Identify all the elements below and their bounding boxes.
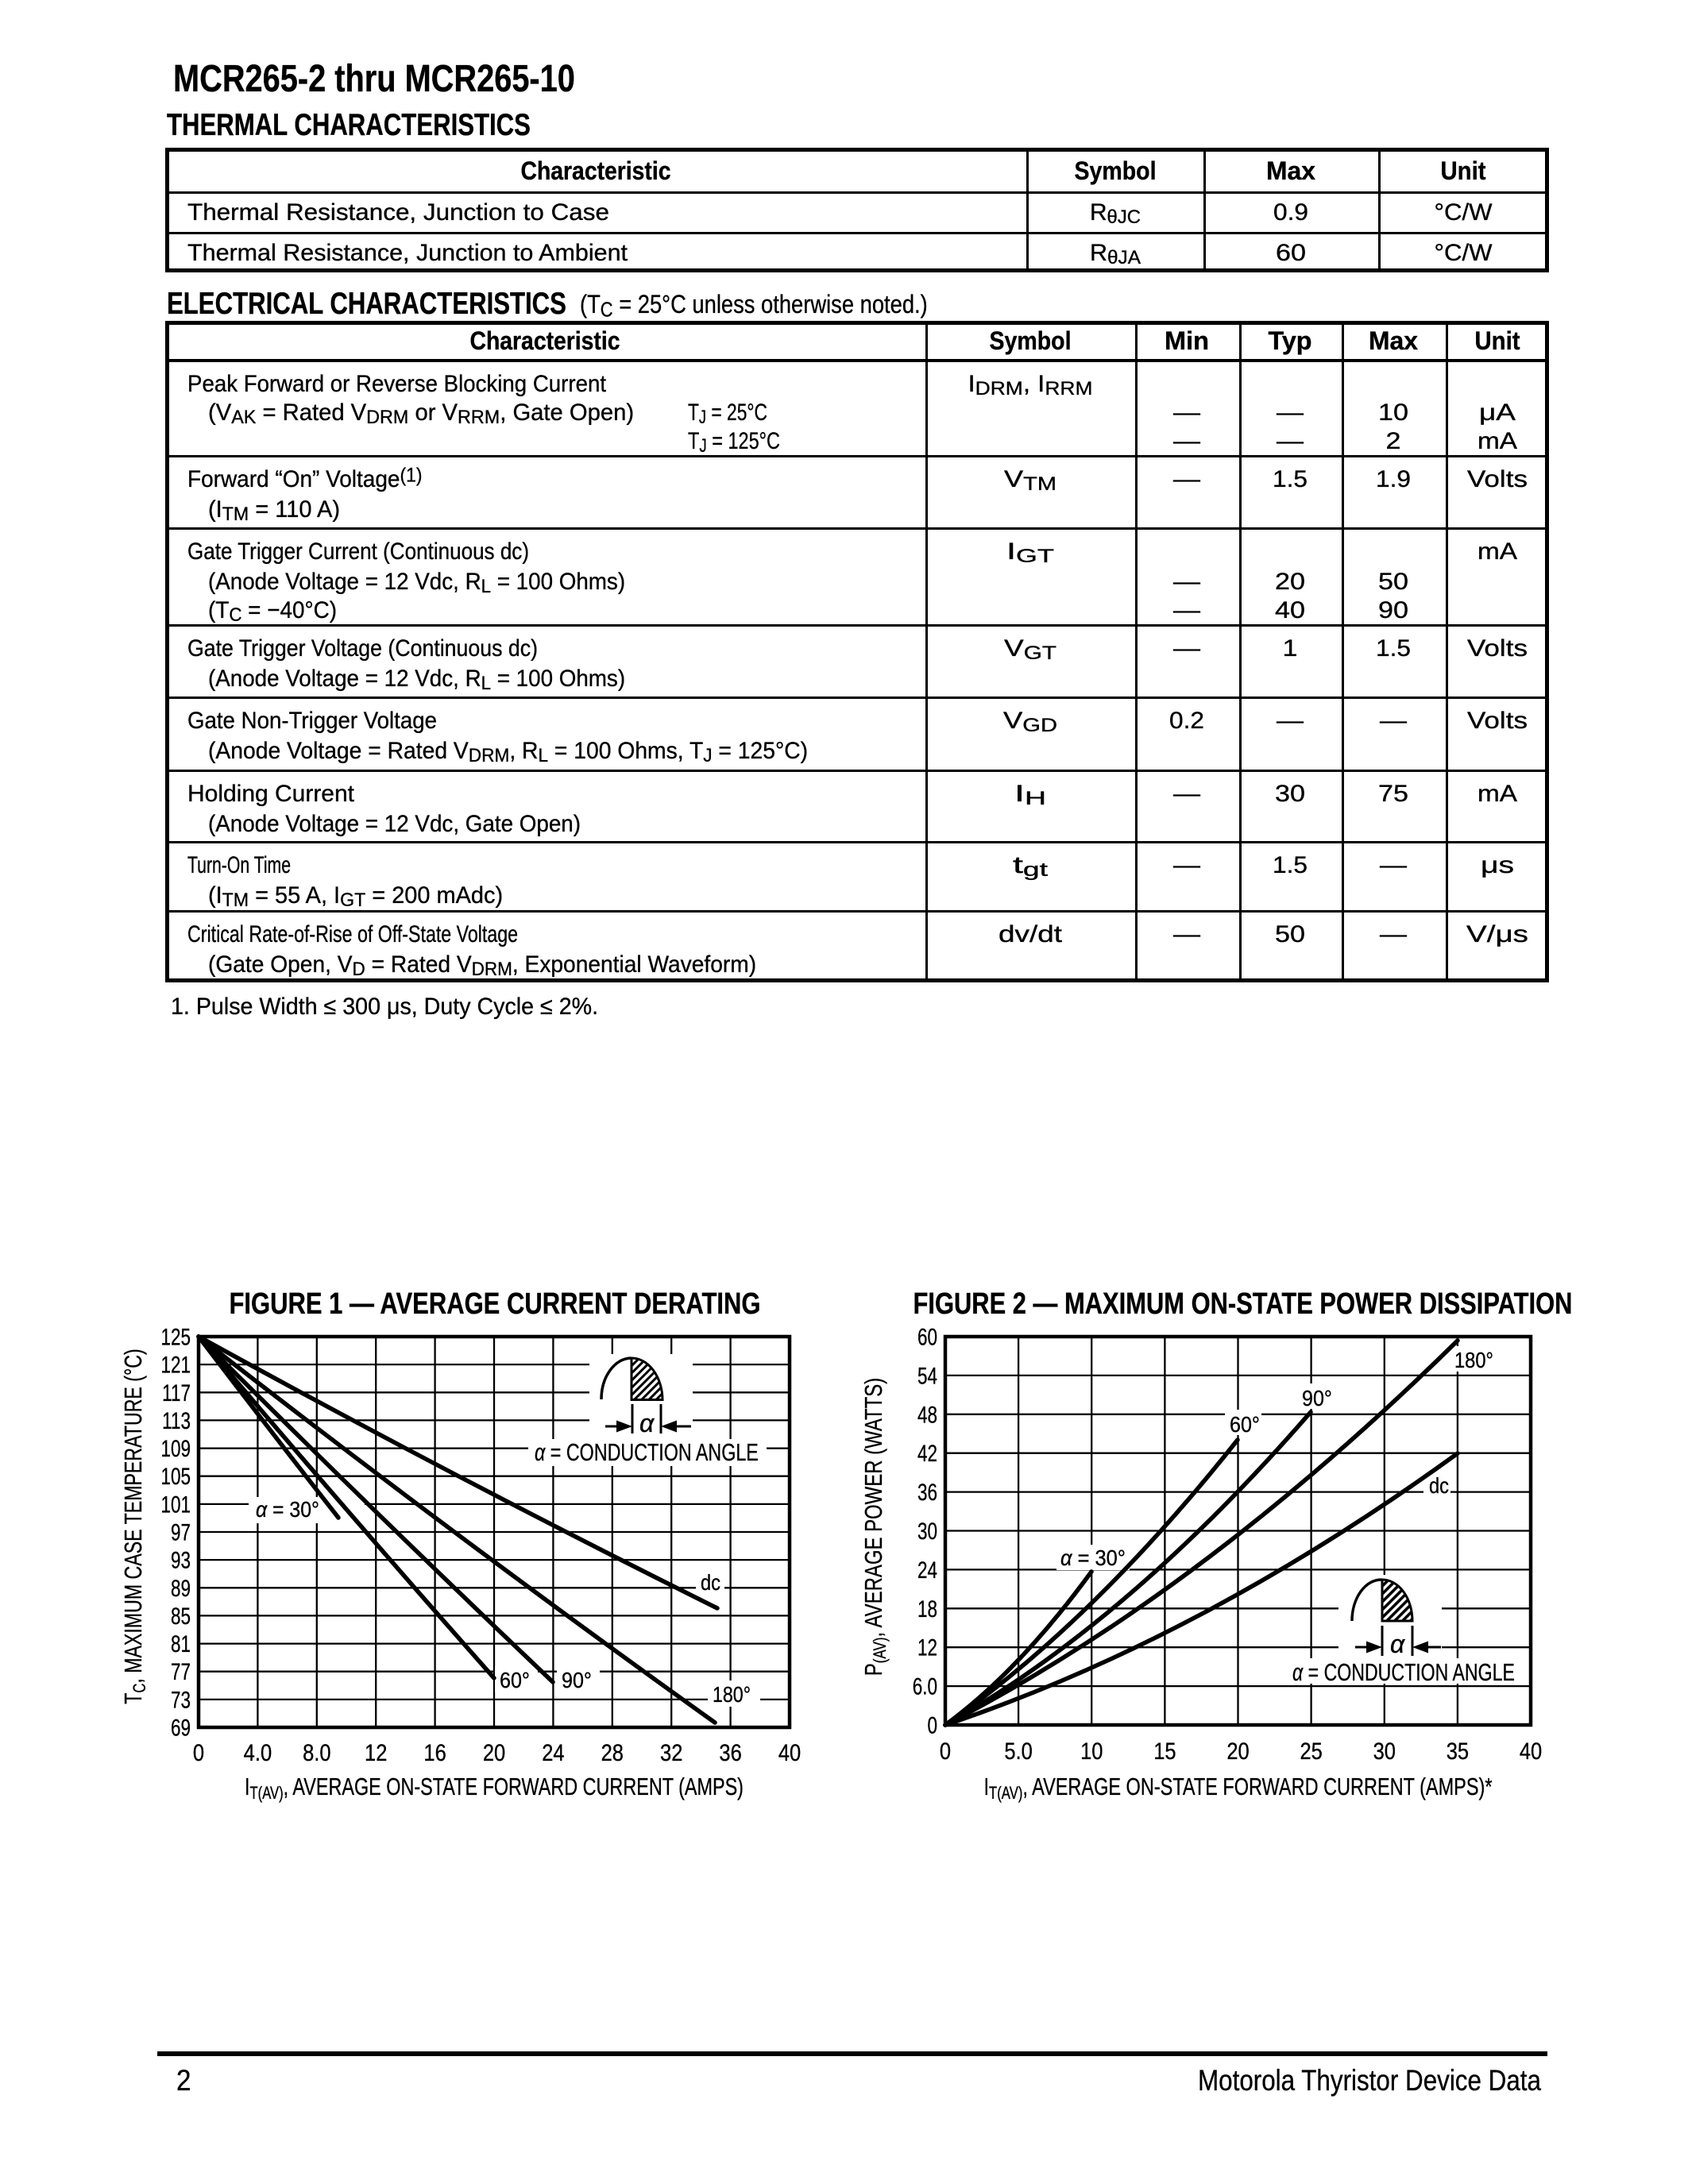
svg-text:12: 12 [917, 1634, 937, 1661]
svg-text:69: 69 [171, 1714, 191, 1741]
svg-text:30: 30 [917, 1518, 937, 1545]
svg-text:10: 10 [1080, 1738, 1103, 1764]
svg-text:90°: 90° [1302, 1386, 1332, 1411]
svg-text:125: 125 [160, 1323, 191, 1350]
svg-text:18: 18 [917, 1596, 937, 1623]
svg-text:35: 35 [1447, 1738, 1469, 1764]
svg-text:α = 30°: α = 30° [256, 1497, 319, 1522]
svg-text:0: 0 [193, 1739, 204, 1765]
svg-text:24: 24 [542, 1739, 564, 1765]
svg-text:48: 48 [917, 1401, 937, 1428]
svg-text:24: 24 [917, 1557, 937, 1584]
svg-text:89: 89 [171, 1575, 191, 1602]
svg-text:60°: 60° [500, 1668, 530, 1693]
svg-text:dc: dc [701, 1571, 720, 1595]
svg-text:IT(AV)​, AVERAGE ON-STATE FORW: IT(AV)​, AVERAGE ON-STATE FORWARD CURREN… [245, 1773, 744, 1804]
svg-text:109: 109 [160, 1435, 191, 1462]
svg-text:36: 36 [719, 1739, 741, 1765]
svg-text:32: 32 [660, 1739, 682, 1765]
svg-text:180°: 180° [713, 1683, 751, 1707]
svg-text:36: 36 [917, 1479, 937, 1506]
svg-text:28: 28 [601, 1739, 624, 1765]
svg-text:77: 77 [171, 1658, 191, 1685]
svg-text:4.0: 4.0 [244, 1739, 272, 1765]
svg-text:73: 73 [171, 1686, 191, 1713]
svg-text:16: 16 [423, 1739, 446, 1765]
svg-text:40: 40 [778, 1739, 801, 1765]
svg-text:30: 30 [1373, 1738, 1396, 1764]
svg-text:97: 97 [171, 1518, 191, 1545]
svg-text:117: 117 [162, 1379, 191, 1406]
svg-text:α = CONDUCTION ANGLE: α = CONDUCTION ANGLE [1292, 1658, 1515, 1686]
svg-text:105: 105 [160, 1463, 191, 1490]
svg-text:42: 42 [917, 1440, 937, 1467]
svg-text:20: 20 [483, 1739, 505, 1765]
svg-text:α = CONDUCTION ANGLE: α = CONDUCTION ANGLE [535, 1438, 759, 1466]
svg-text:TC​, MAXIMUM CASE TEMPERATURE: TC​, MAXIMUM CASE TEMPERATURE (°C) [119, 1349, 150, 1704]
svg-text:0: 0 [940, 1738, 951, 1764]
svg-text:12: 12 [365, 1739, 387, 1765]
svg-text:101: 101 [160, 1491, 191, 1518]
svg-text:15: 15 [1153, 1738, 1176, 1764]
svg-text:8.0: 8.0 [303, 1739, 330, 1765]
svg-text:α = 30°: α = 30° [1060, 1545, 1126, 1570]
svg-text:85: 85 [171, 1603, 191, 1630]
svg-text:20: 20 [1226, 1738, 1249, 1764]
svg-text:113: 113 [162, 1407, 191, 1434]
svg-text:90°: 90° [562, 1668, 592, 1693]
svg-text:IT(AV)​, AVERAGE ON-STATE FORW: IT(AV)​, AVERAGE ON-STATE FORWARD CURREN… [984, 1773, 1493, 1804]
svg-text:5.0: 5.0 [1004, 1738, 1032, 1764]
svg-text:α: α [639, 1409, 655, 1437]
svg-text:121: 121 [160, 1351, 191, 1378]
svg-text:54: 54 [917, 1362, 937, 1389]
svg-text:93: 93 [171, 1546, 191, 1573]
svg-text:25: 25 [1300, 1738, 1322, 1764]
svg-text:6.0: 6.0 [913, 1673, 937, 1700]
svg-text:α: α [1390, 1630, 1405, 1658]
svg-text:60: 60 [917, 1323, 937, 1350]
svg-text:81: 81 [171, 1630, 191, 1657]
svg-text:0: 0 [927, 1711, 937, 1738]
svg-text:P(AV)​, AVERAGE POWER (WATTS): P(AV)​, AVERAGE POWER (WATTS) [859, 1378, 890, 1676]
svg-text:60°: 60° [1230, 1412, 1260, 1437]
svg-text:dc: dc [1429, 1474, 1449, 1498]
svg-text:40: 40 [1520, 1738, 1542, 1764]
svg-text:180°: 180° [1454, 1349, 1493, 1372]
